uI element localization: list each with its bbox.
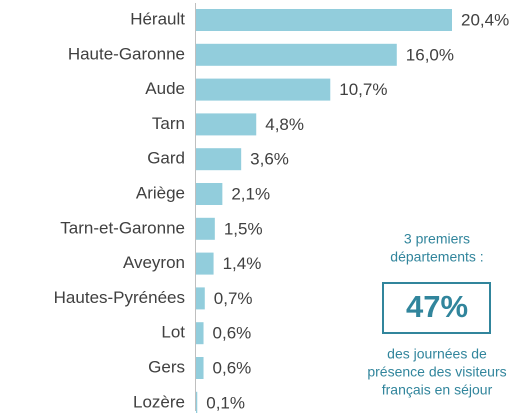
bar: [196, 9, 452, 31]
bar: [196, 78, 331, 101]
category-label: Hautes-Pyrénées: [54, 288, 185, 307]
annotation-caption: des journées de: [387, 346, 487, 362]
value-label: 4,8%: [265, 115, 304, 134]
value-label: 16,0%: [406, 45, 454, 64]
bar: [196, 287, 205, 310]
annotation-box: [382, 282, 491, 334]
category-label: Lot: [161, 323, 185, 342]
bar: [196, 391, 198, 413]
value-label: 10,7%: [339, 80, 387, 99]
annotation-heading: 3 premiers: [404, 231, 470, 247]
bar: [196, 113, 257, 136]
category-label: Aude: [145, 79, 185, 98]
annotation-caption: français en séjour: [382, 382, 493, 398]
category-label: Tarn-et-Garonne: [60, 218, 185, 237]
category-label: Aveyron: [123, 253, 185, 272]
category-label: Ariège: [136, 183, 185, 202]
value-label: 0,6%: [213, 324, 252, 343]
category-label: Gard: [147, 149, 185, 168]
value-label: 20,4%: [461, 10, 509, 29]
category-label: Gers: [148, 357, 185, 376]
bar: [196, 43, 397, 66]
bar: [196, 217, 215, 240]
value-label: 1,4%: [223, 254, 262, 273]
bar: [196, 357, 204, 379]
value-label: 3,6%: [250, 150, 289, 169]
bar: [196, 252, 214, 275]
bar: [196, 148, 242, 171]
annotation-heading: départements :: [390, 249, 483, 265]
value-label: 1,5%: [224, 219, 263, 238]
category-label: Hérault: [130, 9, 185, 28]
bar: [196, 183, 223, 205]
annotation-caption: présence des visiteurs: [367, 364, 506, 380]
category-label: Tarn: [152, 114, 185, 133]
category-label: Haute-Garonne: [68, 44, 185, 63]
value-label: 2,1%: [231, 184, 270, 203]
value-label: 0,7%: [214, 289, 253, 308]
bar: [196, 322, 204, 345]
value-label: 0,6%: [213, 358, 252, 377]
category-label: Lozère: [133, 392, 185, 411]
value-label: 0,1%: [206, 393, 245, 412]
annotation-figure: 47%: [406, 289, 468, 324]
